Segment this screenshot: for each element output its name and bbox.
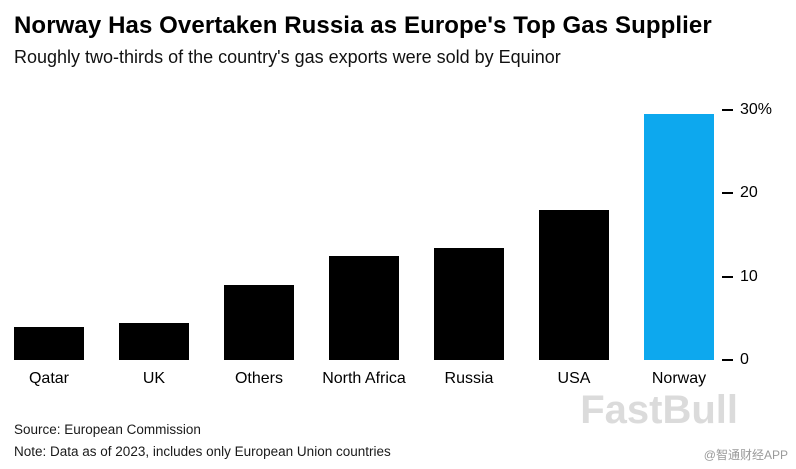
y-tick-label: 20 [740,184,758,202]
x-axis-label: Russia [444,370,494,387]
chart-footer: Source: European Commission Note: Data a… [14,422,782,459]
chart-subtitle: Roughly two-thirds of the country's gas … [14,47,561,67]
bar-norway [644,114,714,360]
source-note: Source: European Commission [14,422,201,437]
y-axis: 0 10 20 30% [722,101,782,368]
tick-mark [722,109,733,111]
tick-mark [722,359,733,361]
y-tick-label: 30% [740,101,773,118]
bar-chart: Qatar UK Others North Africa Russia USA Norway… [14,101,782,387]
y-axis-tick: 0 [722,351,782,369]
y-axis-tick: 30% [722,101,782,119]
bar-column: Russia [434,110,504,387]
bar-column: Qatar [14,110,84,387]
tick-mark [722,192,733,195]
bar-column: USA [539,110,609,387]
bar-column: Norway [644,110,714,387]
plot-area: Qatar UK Others North Africa Russia USA Norway [14,110,714,387]
x-axis-label: USA [557,370,591,387]
x-axis-label: Qatar [28,370,69,387]
tick-mark [722,275,733,278]
y-tick-label: 10 [740,267,758,285]
bar-others [224,285,294,360]
chart-title: Norway Has Overtaken Russia as Europe's … [14,12,712,39]
x-axis-label: North Africa [322,370,406,387]
bar-qatar [14,326,84,360]
bar-usa [539,210,609,360]
data-note: Note: Data as of 2023, includes only Eur… [14,444,391,459]
bar-column: UK [119,110,189,387]
y-tick-label: 0 [740,351,749,368]
bar-column: Others [224,110,294,387]
x-axis-label: Others [234,370,283,387]
bar-column: North Africa [322,110,406,387]
x-axis-label: Norway [651,370,707,387]
bar-uk [119,322,189,360]
x-axis-label: UK [142,370,166,387]
bar-north-africa [329,255,399,360]
bar-russia [434,247,504,360]
y-axis-tick: 10 [722,268,782,286]
y-axis-tick: 20 [722,184,782,202]
